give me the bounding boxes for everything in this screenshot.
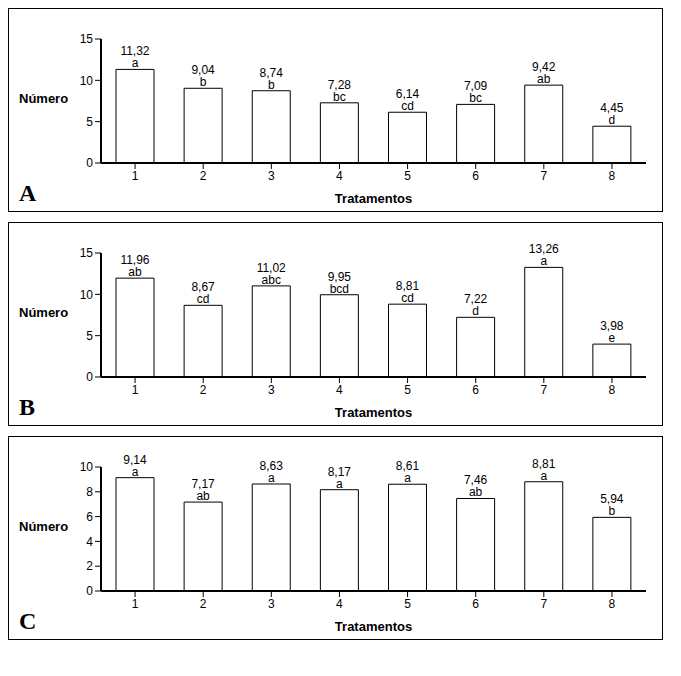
- svg-text:2: 2: [86, 559, 93, 573]
- svg-text:7: 7: [540, 169, 547, 183]
- svg-text:4: 4: [336, 169, 343, 183]
- svg-text:d: d: [609, 113, 616, 127]
- svg-text:a: a: [336, 477, 343, 491]
- svg-text:4: 4: [336, 597, 343, 611]
- svg-text:8,81: 8,81: [395, 279, 420, 294]
- svg-text:5: 5: [404, 597, 411, 611]
- svg-text:8: 8: [609, 169, 616, 183]
- svg-text:5: 5: [86, 115, 93, 129]
- svg-text:Tratamentos: Tratamentos: [335, 191, 412, 206]
- svg-text:11,02: 11,02: [256, 260, 286, 275]
- svg-text:6: 6: [86, 510, 93, 524]
- svg-text:cd: cd: [401, 291, 414, 305]
- svg-text:b: b: [609, 504, 616, 518]
- svg-text:3: 3: [268, 169, 275, 183]
- svg-text:8: 8: [609, 597, 616, 611]
- svg-text:Tratamentos: Tratamentos: [335, 405, 412, 420]
- svg-text:0: 0: [86, 584, 93, 598]
- svg-text:a: a: [132, 465, 139, 479]
- svg-text:8,67: 8,67: [191, 280, 215, 295]
- svg-text:9,95: 9,95: [327, 269, 351, 284]
- svg-text:b: b: [268, 78, 275, 92]
- svg-text:8,74: 8,74: [259, 65, 283, 80]
- svg-text:ab: ab: [469, 485, 483, 499]
- svg-text:8,61: 8,61: [395, 459, 420, 474]
- svg-text:7: 7: [540, 597, 547, 611]
- html-text:A: A: [19, 180, 37, 206]
- svg-text:8,63: 8,63: [259, 459, 283, 473]
- svg-text:10: 10: [80, 74, 94, 88]
- svg-text:6: 6: [472, 383, 479, 397]
- svg-text:1: 1: [132, 597, 139, 611]
- svg-text:8: 8: [86, 485, 93, 499]
- svg-text:2: 2: [200, 169, 207, 183]
- svg-text:8,81: 8,81: [532, 456, 556, 471]
- svg-text:7,46: 7,46: [463, 473, 488, 488]
- svg-text:cd: cd: [401, 99, 414, 113]
- svg-text:9,04: 9,04: [191, 63, 215, 78]
- svg-text:5: 5: [404, 169, 411, 183]
- html-text:Número: Número: [19, 519, 69, 534]
- svg-text:Tratamentos: Tratamentos: [335, 619, 412, 634]
- svg-text:8,17: 8,17: [327, 464, 351, 479]
- svg-text:bc: bc: [469, 91, 482, 105]
- svg-text:9,14: 9,14: [123, 452, 147, 467]
- svg-text:e: e: [609, 331, 616, 345]
- svg-text:bc: bc: [333, 90, 346, 104]
- html-text:Número: Número: [19, 91, 69, 106]
- svg-text:7,22: 7,22: [463, 292, 488, 307]
- svg-text:13,26: 13,26: [528, 242, 559, 257]
- svg-text:4,45: 4,45: [600, 101, 624, 116]
- svg-text:1: 1: [132, 169, 139, 183]
- svg-text:abc: abc: [262, 273, 281, 287]
- svg-text:10: 10: [80, 460, 94, 474]
- svg-text:5: 5: [86, 329, 93, 343]
- svg-text:2: 2: [200, 383, 207, 397]
- svg-text:5: 5: [404, 383, 411, 397]
- svg-text:d: d: [472, 304, 479, 318]
- svg-text:6,14: 6,14: [395, 87, 420, 102]
- html-text:Número: Número: [19, 305, 69, 320]
- svg-text:1: 1: [132, 383, 139, 397]
- svg-text:ab: ab: [196, 489, 210, 503]
- svg-text:0: 0: [86, 156, 93, 170]
- html-text:C: C: [19, 608, 37, 634]
- svg-text:4: 4: [336, 383, 343, 397]
- svg-text:a: a: [268, 471, 275, 485]
- svg-text:3: 3: [268, 383, 275, 397]
- svg-text:4: 4: [86, 535, 93, 549]
- html-text:B: B: [19, 394, 35, 420]
- svg-text:6: 6: [472, 169, 479, 183]
- svg-text:ab: ab: [537, 72, 551, 86]
- svg-text:7,28: 7,28: [327, 77, 351, 92]
- svg-text:11,96: 11,96: [120, 253, 150, 268]
- svg-text:bcd: bcd: [330, 282, 349, 296]
- svg-text:0: 0: [86, 370, 93, 384]
- svg-text:cd: cd: [197, 292, 210, 306]
- svg-text:3,98: 3,98: [600, 319, 624, 334]
- svg-text:10: 10: [80, 288, 94, 302]
- svg-text:7: 7: [540, 383, 547, 397]
- svg-text:9,42: 9,42: [532, 60, 556, 75]
- svg-text:3: 3: [268, 597, 275, 611]
- svg-text:ab: ab: [128, 265, 142, 279]
- svg-text:8: 8: [609, 383, 616, 397]
- svg-text:7,09: 7,09: [463, 79, 488, 94]
- svg-text:a: a: [132, 56, 139, 70]
- svg-text:7,17: 7,17: [191, 477, 215, 492]
- svg-text:15: 15: [80, 246, 94, 260]
- svg-text:a: a: [540, 469, 547, 483]
- svg-text:5,94: 5,94: [600, 492, 624, 507]
- svg-text:2: 2: [200, 597, 207, 611]
- svg-text:a: a: [540, 254, 547, 268]
- svg-text:a: a: [404, 471, 411, 485]
- svg-text:b: b: [200, 75, 207, 89]
- svg-text:6: 6: [472, 597, 479, 611]
- svg-text:15: 15: [80, 32, 94, 46]
- svg-text:11,32: 11,32: [120, 44, 150, 59]
